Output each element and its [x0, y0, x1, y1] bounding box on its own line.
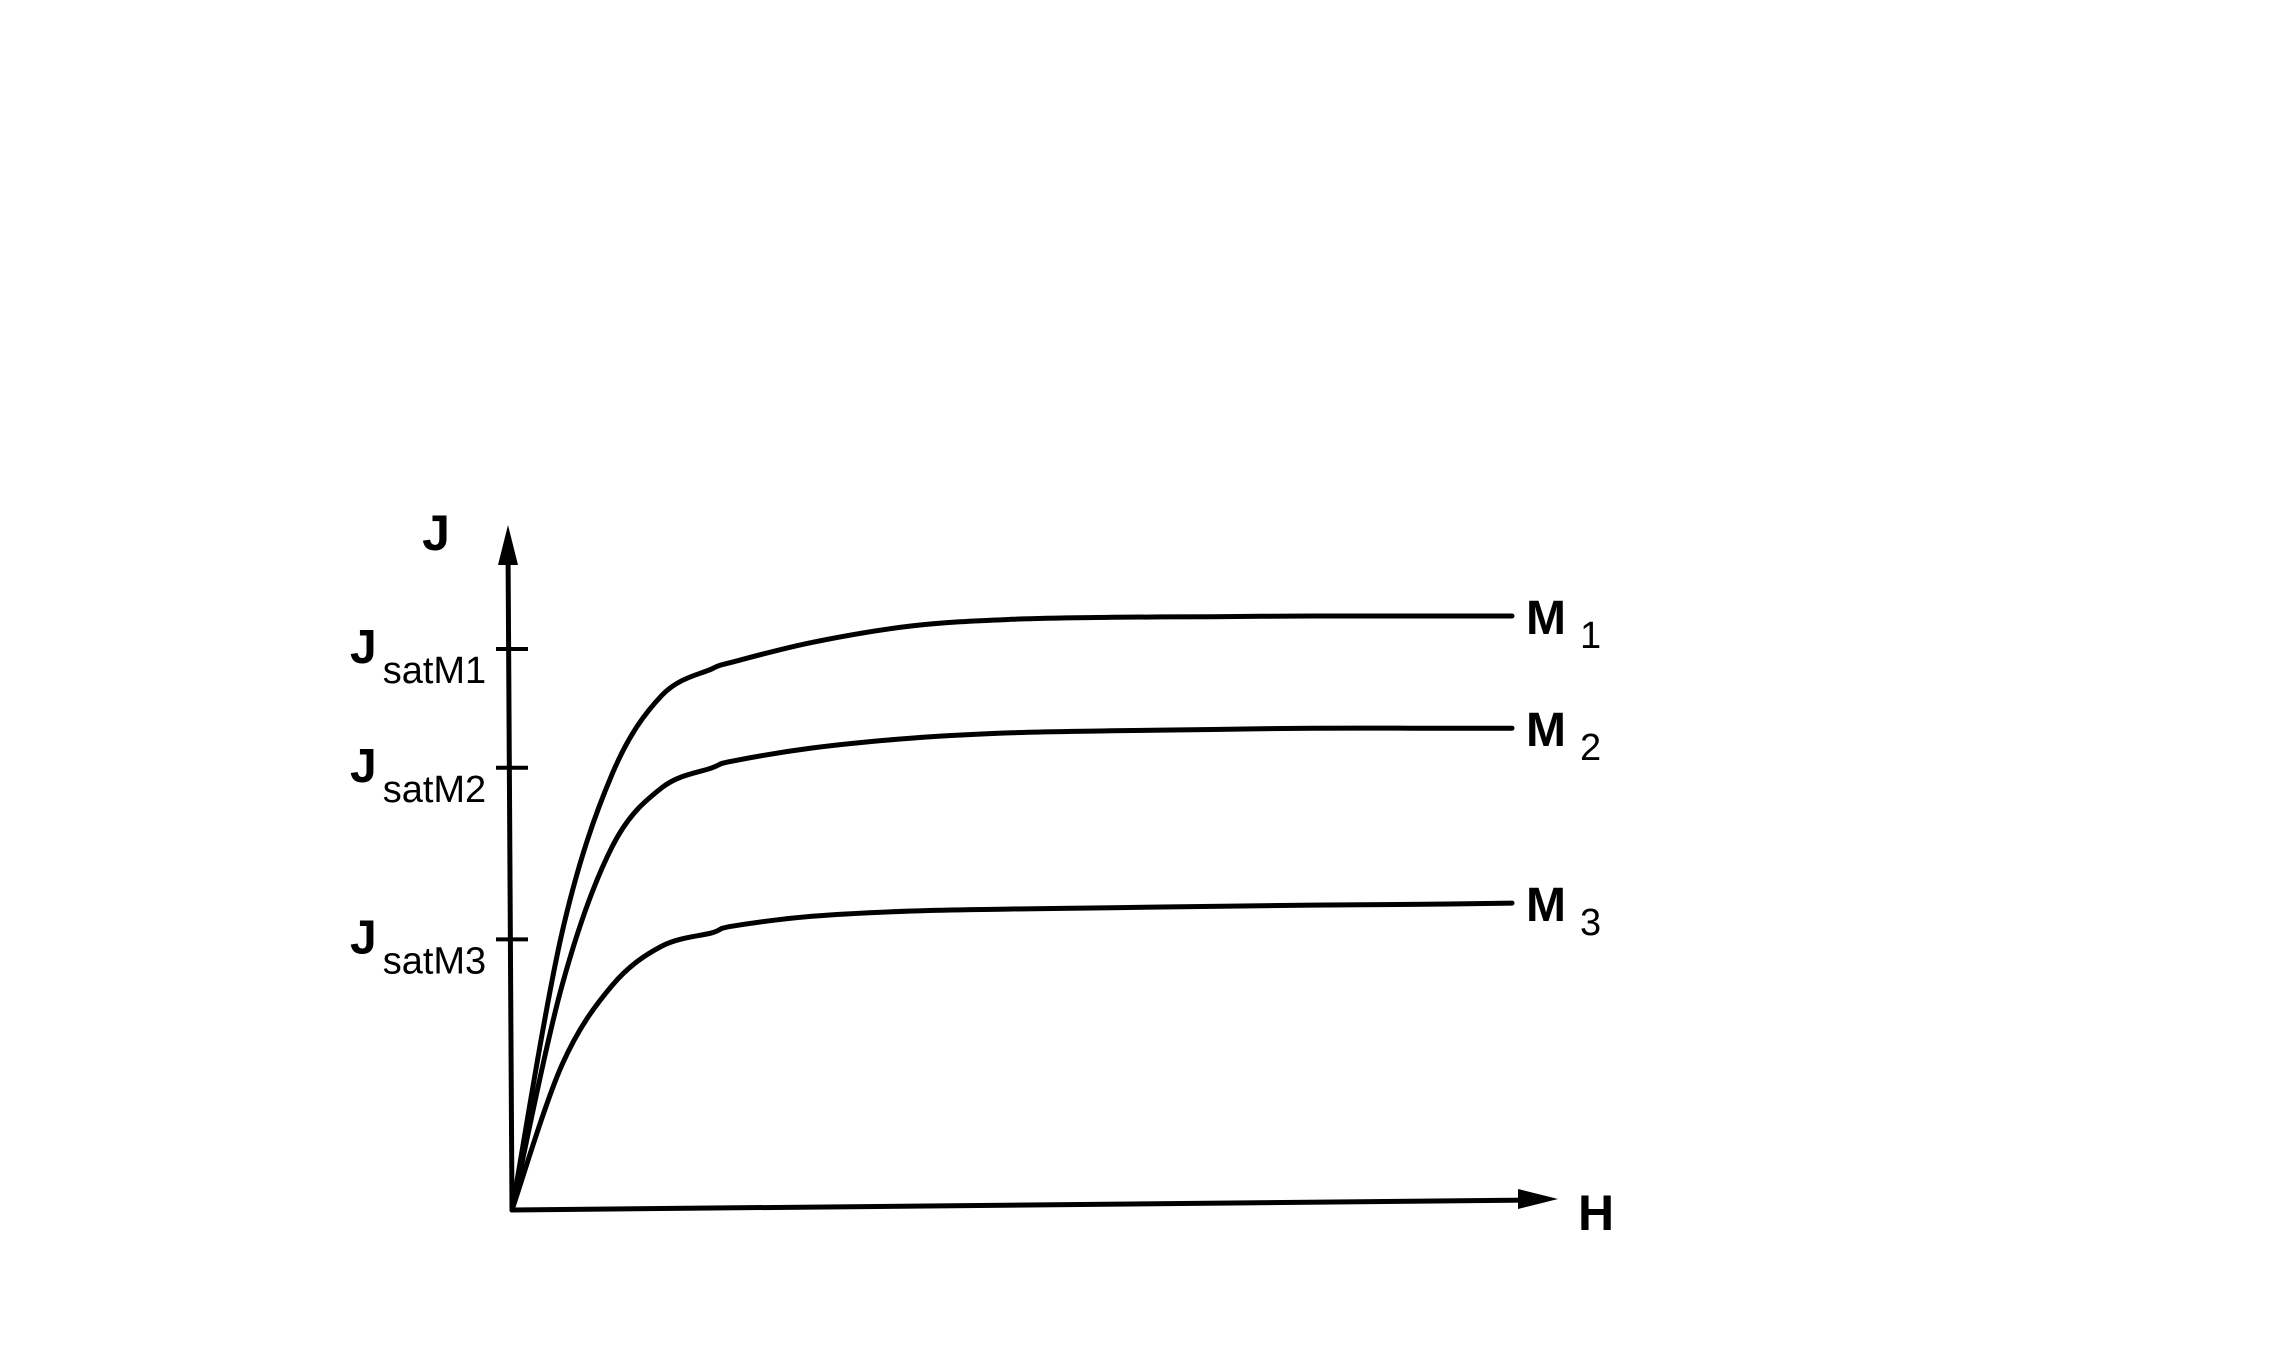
- series-labels: M 1M 2M 3: [1526, 592, 1601, 944]
- x-axis-line: [511, 1197, 1541, 1213]
- series-label-main: M: [1526, 879, 1566, 932]
- series-label-main: M: [1526, 592, 1566, 645]
- y-tick-label-main: J: [350, 621, 377, 674]
- x-axis-title: H: [1578, 1185, 1614, 1241]
- y-axis-line: [505, 544, 515, 1211]
- y-tick-label-main: J: [350, 740, 377, 793]
- series-lines: [509, 613, 1515, 1213]
- series-label-sub: 2: [1580, 727, 1601, 769]
- y-axis-title: J: [422, 505, 450, 561]
- series-label-main: M: [1526, 704, 1566, 757]
- series-line-m1: [509, 613, 1515, 1213]
- y-axis-arrowhead: [498, 525, 518, 565]
- series-label-sub: 1: [1580, 615, 1601, 657]
- series-line-m2: [509, 725, 1515, 1213]
- series-line-m3: [509, 900, 1515, 1213]
- y-tick-label-main: J: [350, 911, 377, 964]
- y-tick-label-sub: satM2: [383, 769, 486, 811]
- y-tick-label-sub: satM1: [383, 650, 486, 692]
- chart-axes: [498, 525, 1558, 1213]
- y-tick-label-sub: satM3: [383, 940, 486, 982]
- series-label-sub: 3: [1580, 902, 1601, 944]
- x-axis-arrowhead: [1518, 1189, 1558, 1209]
